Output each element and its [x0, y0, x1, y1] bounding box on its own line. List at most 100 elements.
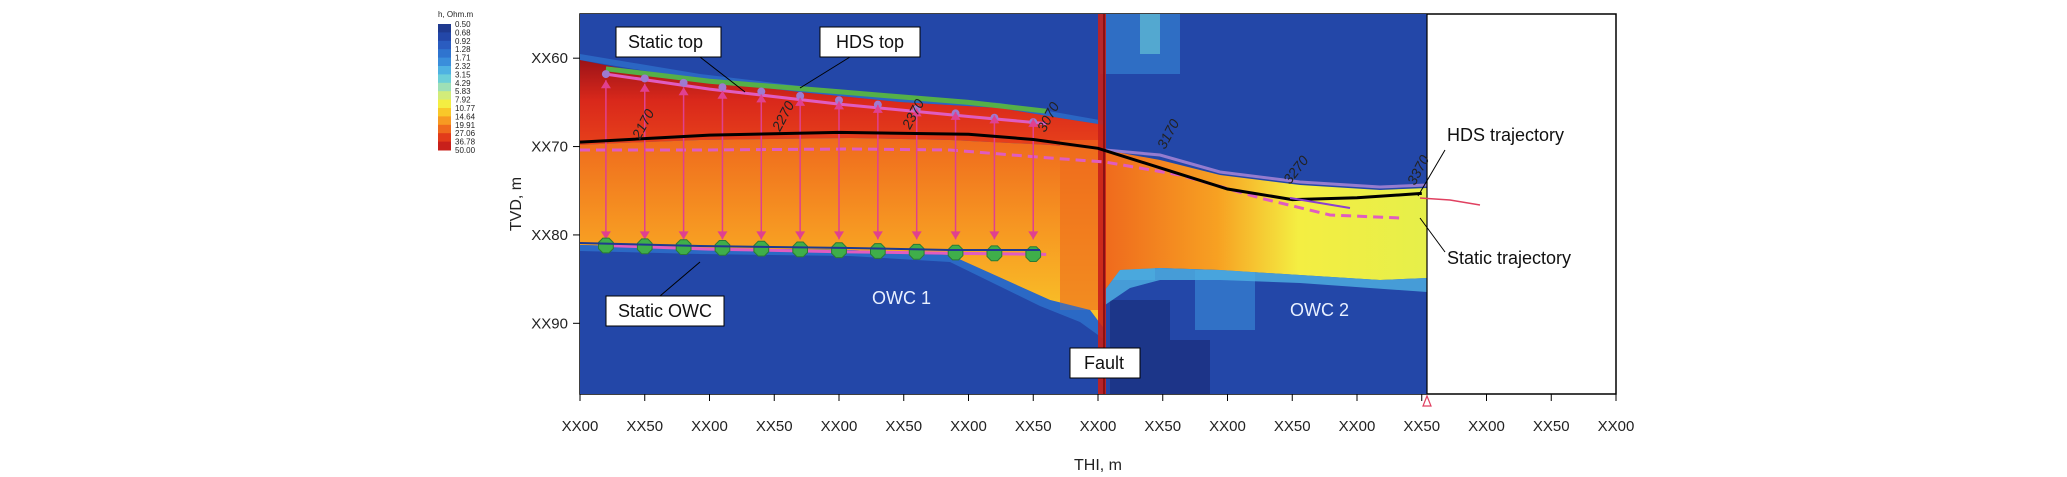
- legend-swatch: [438, 32, 451, 42]
- depth-arrow-head: [756, 94, 767, 103]
- static-top-point: [873, 100, 882, 109]
- static-owc-marker: [792, 241, 808, 258]
- legend-swatch: [438, 66, 451, 75]
- legend-value: 0.68: [455, 28, 471, 37]
- legend-swatch: [438, 74, 451, 84]
- static-top-point: [718, 83, 727, 92]
- depth-arrow-head: [950, 231, 961, 240]
- legend-swatch: [438, 108, 451, 117]
- y-axis-label: TVD, m: [508, 177, 525, 231]
- legend-swatch: [438, 116, 451, 126]
- depth-arrow-head: [989, 115, 1000, 124]
- x-tick-label: XX00: [1468, 418, 1505, 435]
- y-tick-label: XX70: [531, 139, 568, 156]
- legend-value: 4.29: [455, 79, 471, 88]
- legend-value: 10.77: [455, 104, 476, 113]
- leader-hds-trajectory: [1417, 149, 1446, 197]
- legend-value: 3.15: [455, 70, 471, 79]
- depth-arrow-head: [911, 108, 922, 117]
- depth-arrow-head: [639, 231, 650, 240]
- hds-top-series: [605, 66, 1047, 114]
- depth-arrow-head: [678, 87, 689, 96]
- hds-top-line: [605, 66, 1047, 114]
- depth-arrow-head: [678, 231, 689, 240]
- callout-fault: Fault: [1069, 347, 1141, 379]
- static-top-point: [757, 87, 766, 96]
- static-top-point: [796, 91, 805, 100]
- owc1-line: [579, 242, 1040, 251]
- legend-swatch: [438, 40, 451, 50]
- static-owc-marker: [753, 240, 770, 257]
- static-owc-marker: [986, 245, 1003, 262]
- x-axis-marker: [1422, 394, 1432, 407]
- legend-swatch: [438, 91, 451, 101]
- legend-title: h, Ohm.m: [438, 10, 473, 19]
- svg-text:Static OWC: Static OWC: [618, 301, 712, 321]
- callout-static-top: Static top: [615, 26, 746, 93]
- x-tick-label: XX50: [1274, 418, 1311, 435]
- x-tick-label: XX50: [885, 418, 922, 435]
- x-tick-label: XX50: [756, 418, 793, 435]
- static-owc-marker: [598, 237, 614, 254]
- legend-value: 14.64: [455, 112, 476, 121]
- depth-arrow-head: [834, 231, 844, 240]
- x-tick-label: XX00: [562, 418, 599, 435]
- x-tick-label: XX00: [1209, 418, 1246, 435]
- static-owc-series: [598, 237, 1047, 262]
- x-tick-label: XX50: [626, 418, 663, 435]
- legend-value: 0.92: [455, 37, 471, 46]
- callout-hds-top: HDS top: [799, 26, 921, 89]
- x-tick-label: XX50: [1015, 418, 1052, 435]
- x-tick-label: XX00: [1080, 418, 1117, 435]
- depth-arrow-head: [795, 231, 806, 240]
- legend-value: 36.78: [455, 138, 476, 147]
- y-tick-label: XX80: [531, 227, 568, 244]
- static-top-point: [835, 96, 843, 105]
- static-top-point: [679, 78, 688, 87]
- legend-value: 19.91: [455, 121, 476, 130]
- depth-arrow-head: [872, 104, 883, 113]
- static-top-dashed: [580, 147, 1401, 220]
- resistivity-image: [580, 14, 1427, 394]
- x-tick-label: XX50: [1403, 418, 1440, 435]
- svg-text:HDS top: HDS top: [836, 32, 904, 52]
- label-owc2: OWC 2: [1290, 300, 1349, 320]
- legend-value: 7.92: [455, 96, 471, 105]
- x-tick-label: XX00: [821, 418, 858, 435]
- static-trajectory-line: [1419, 197, 1481, 206]
- depth-arrow-head: [600, 80, 611, 89]
- depth-arrow-head: [639, 83, 650, 92]
- legend-swatch: [438, 82, 451, 92]
- y-tick-label: XX90: [531, 315, 568, 332]
- static-owc-marker: [636, 238, 653, 255]
- svg-text:Fault: Fault: [1084, 353, 1124, 373]
- depth-arrow-head: [834, 101, 844, 110]
- depth-arrows: [600, 80, 1039, 240]
- fault-line: [1098, 14, 1106, 394]
- legend-value: 2.32: [455, 62, 471, 71]
- legend-value: 0.50: [455, 20, 471, 29]
- leader-static-trajectory: [1419, 217, 1446, 253]
- legend-value: 50.00: [455, 146, 476, 155]
- static-top-point: [601, 70, 610, 79]
- y-tick-label: XX60: [531, 50, 568, 67]
- x-axis: XX00 XX50 XX00 XX50 XX00 XX50 XX00 XX50 XX00 XX50…: [562, 394, 1634, 435]
- trajectory-end-segment: [1289, 197, 1351, 209]
- legend-swatch: [438, 141, 451, 151]
- depth-arrow-head: [911, 231, 922, 240]
- static-owc-marker: [908, 243, 925, 260]
- static-owc-marker: [675, 239, 692, 255]
- legend-swatch: [438, 24, 451, 33]
- static-owc-marker: [714, 240, 731, 256]
- x-tick-label: XX00: [691, 418, 728, 435]
- depth-arrow-head: [600, 231, 611, 240]
- static-owc-marker: [870, 243, 886, 259]
- depth-arrow-head: [717, 231, 728, 240]
- static-owc-marker: [831, 242, 847, 259]
- x-axis-label: THI, m: [1074, 457, 1122, 474]
- static-owc-marker: [947, 244, 964, 261]
- svg-text:Static top: Static top: [628, 32, 703, 52]
- colour-legend: h, Ohm.m 0.500.680.921.281.712.323.154.2…: [438, 10, 476, 155]
- depth-arrow-head: [950, 111, 961, 120]
